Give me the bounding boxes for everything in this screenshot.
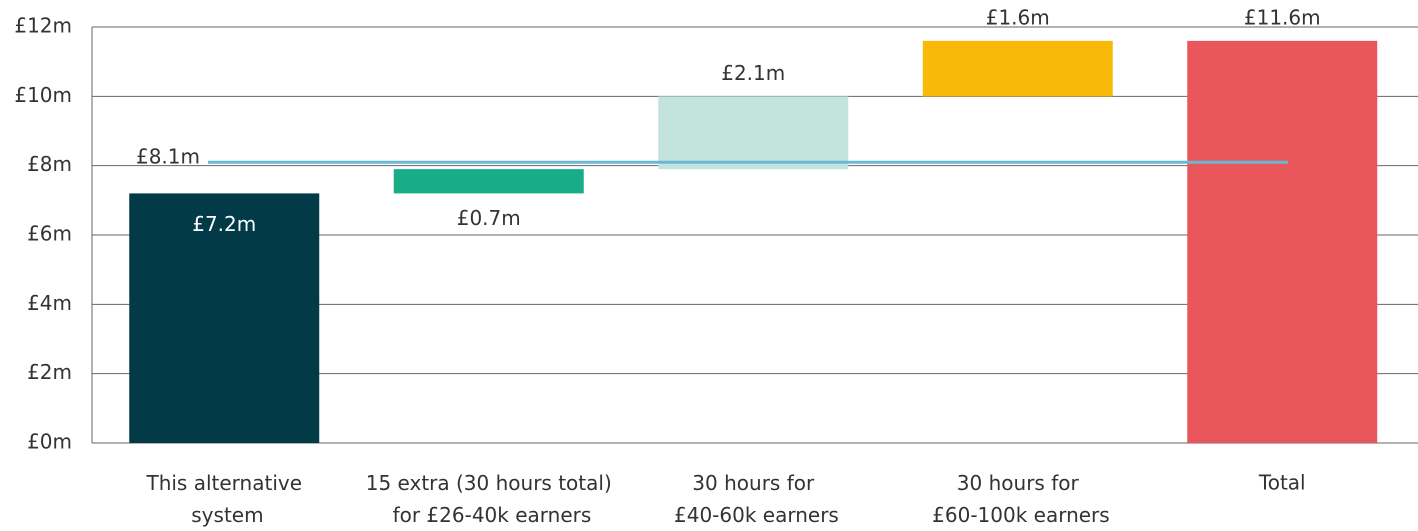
- x-tick-label: 30 hours for £60-100k earners: [926, 471, 1110, 527]
- value-label: £11.6m: [1244, 5, 1321, 29]
- bar: [922, 40, 1113, 97]
- y-tick-label: £8m: [27, 152, 72, 176]
- bar: [658, 96, 849, 170]
- x-tick-label: This alternative system: [145, 471, 302, 527]
- y-tick-label: £6m: [27, 222, 72, 246]
- bar: [393, 169, 584, 194]
- y-tick-label: £2m: [27, 360, 72, 384]
- y-tick-label: £0m: [27, 430, 72, 454]
- bar: [1187, 40, 1378, 443]
- y-tick-label: £12m: [14, 14, 72, 38]
- reference-label: £8.1m: [136, 145, 200, 169]
- x-tick-label: 30 hours for £40-60k earners: [668, 471, 839, 527]
- value-label: £0.7m: [457, 206, 521, 230]
- bar: [129, 193, 320, 443]
- value-label: £2.1m: [721, 61, 785, 85]
- x-tick-label: Total: [1258, 471, 1306, 495]
- y-tick-label: £4m: [27, 291, 72, 315]
- y-tick-label: £10m: [14, 83, 72, 107]
- x-tick-label: 15 extra (30 hours total) for £26-40k ea…: [366, 471, 612, 527]
- value-label: £7.2m: [192, 212, 256, 236]
- value-label: £1.6m: [986, 5, 1050, 29]
